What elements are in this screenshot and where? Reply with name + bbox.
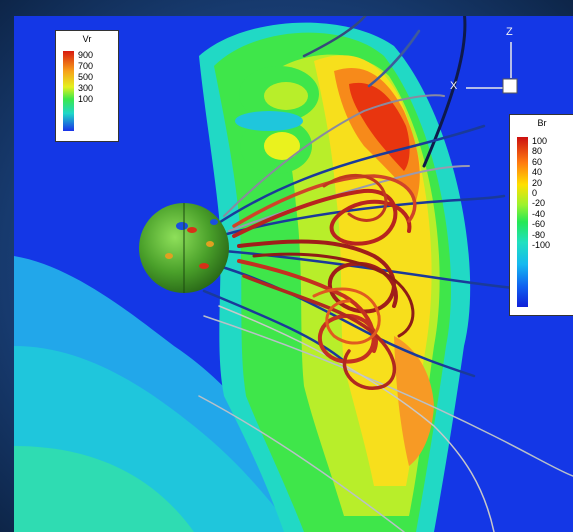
closed-field-line xyxy=(212,124,486,228)
cme-flank-orange xyxy=(394,336,434,466)
inner-lobe-upper-core xyxy=(264,82,308,110)
active-region xyxy=(165,253,173,259)
open-field-line xyxy=(203,315,573,477)
br-colorbar-legend: Br 100 80 60 40 20 0 -20 -40 -60 -80 -10… xyxy=(509,114,573,316)
br-tick: 100 xyxy=(532,136,548,146)
open-field-line xyxy=(198,395,405,532)
vr-contour-field xyxy=(14,22,471,532)
br-tick: 40 xyxy=(532,167,543,178)
contour-band-seafoam xyxy=(14,446,194,532)
br-tick: 20 xyxy=(532,177,543,188)
x-axis-label: X xyxy=(450,80,458,92)
simulation-image xyxy=(14,16,573,532)
open-field-line xyxy=(218,305,495,532)
br-tick: 0 xyxy=(532,187,538,198)
br-colorbar xyxy=(517,137,528,307)
active-region xyxy=(187,227,197,233)
active-region xyxy=(199,263,209,269)
active-region xyxy=(176,222,188,230)
flux-rope-line xyxy=(322,173,388,222)
br-tick: -20 xyxy=(532,198,546,209)
open-field-line xyxy=(302,16,367,58)
vr-tick: 900 xyxy=(78,50,94,60)
closed-field-line xyxy=(202,289,346,363)
br-tick: -60 xyxy=(532,219,546,230)
br-tick-labels: 100 80 60 40 20 0 -20 -40 -60 -80 -100 xyxy=(532,136,551,251)
vr-tick: 500 xyxy=(78,72,94,82)
br-tick: 60 xyxy=(532,156,543,167)
vr-colorbar xyxy=(63,51,74,131)
inner-lobe-cavity xyxy=(235,111,303,131)
vr-tick: 700 xyxy=(78,61,94,71)
active-region xyxy=(210,219,218,225)
sun-sphere xyxy=(139,203,229,293)
simulation-visualization: Z X xyxy=(14,16,573,532)
br-tick: -40 xyxy=(532,208,546,219)
flux-rope-line xyxy=(232,188,412,246)
br-tick: -80 xyxy=(532,229,546,240)
closed-field-line xyxy=(228,165,470,232)
inner-lobe-middle-core xyxy=(264,132,300,160)
br-legend-title: Br xyxy=(537,118,547,128)
magnetic-field-lines xyxy=(198,16,573,532)
active-region xyxy=(206,241,214,247)
closed-field-line xyxy=(217,194,506,238)
br-tick: -100 xyxy=(532,239,551,250)
br-tick: 80 xyxy=(532,146,543,157)
z-axis-label: Z xyxy=(506,26,513,38)
vr-legend-title: Vr xyxy=(82,34,92,44)
flux-rope-line xyxy=(242,274,396,390)
cme-core-red xyxy=(349,82,410,171)
flux-rope-line xyxy=(312,287,381,345)
open-field-line xyxy=(422,16,467,168)
vr-tick: 100 xyxy=(78,94,94,104)
flux-rope-line xyxy=(232,174,417,228)
vr-tick: 300 xyxy=(78,83,94,93)
open-field-line xyxy=(367,29,421,88)
axis-origin-box xyxy=(502,78,518,94)
vr-colorbar-legend: Vr 900 700 500 300 100 xyxy=(55,30,119,142)
axis-triad xyxy=(466,42,518,94)
flux-rope-line xyxy=(252,252,415,338)
vr-tick-labels: 900 700 500 300 100 xyxy=(78,51,93,106)
closed-field-line xyxy=(223,94,445,217)
